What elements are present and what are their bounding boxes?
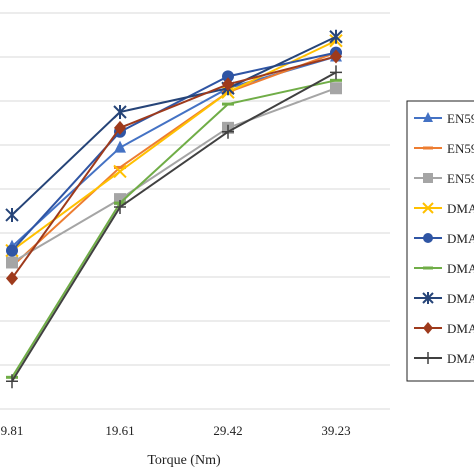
series-1 [6,49,342,252]
legend-swatch-marker-8 [423,322,433,334]
x-tick-label-2: 19.61 [105,423,134,438]
series-1-point-2 [114,140,126,153]
series-3 [6,82,342,269]
legend-swatch-marker-7 [422,292,434,304]
legend-label-9: DMA [447,351,474,366]
series-7-line [11,35,337,216]
x-tick-label-1: 9.81 [1,423,24,438]
series-5-point-3 [222,70,234,83]
legend-item-7: DMA [414,291,474,306]
series-2-point-2 [114,165,126,169]
x-tick-labels: 9.81 19.61 29.42 39.23 [1,423,351,438]
legend-label-7: DMA [447,291,474,306]
series-9-line [11,71,337,382]
legend-swatch-marker-1 [423,112,433,122]
legend-label-8: DMA [447,321,474,336]
series-9-point-4 [330,65,342,80]
series-6-point-4 [330,78,342,82]
series-9-point-1 [6,374,18,389]
legend-label-4: DMA [447,201,474,216]
legend-label-1: EN59 [447,111,474,126]
legend-items: EN59 EN59 EN59 DMA DMA DMA DMA DMA DMA [414,111,474,366]
legend-swatch-marker-2 [423,146,433,150]
legend-label-2: EN59 [447,141,474,156]
series-8-point-3 [222,77,234,92]
series-6-point-3 [222,102,234,106]
legend-swatch-marker-6 [423,266,433,270]
x-tick-label-3: 29.42 [213,423,242,438]
series-5-point-1 [6,244,18,257]
legend-swatch-marker-9 [423,352,433,364]
series-2-line [11,51,337,268]
legend-label-5: DMA [447,231,474,246]
legend-swatch-marker-3 [423,173,433,183]
legend-label-6: DMA [447,261,474,276]
legend-item-6: DMA [414,261,474,276]
gridlines [0,12,390,410]
series-8 [6,49,342,286]
legend-swatch-marker-4 [422,202,434,214]
series-3-point-1 [6,256,18,269]
legend-item-8: DMA [414,321,474,336]
legend-label-3: EN59 [447,171,474,186]
legend-item-4: DMA [414,201,474,216]
series-4-line [11,39,337,252]
series-5-line [11,51,337,252]
x-tick-label-4: 39.23 [321,423,350,438]
series-8-point-2 [114,120,126,135]
series-1-line [11,55,337,248]
x-axis-title: Torque (Nm) [147,453,221,468]
series-7-point-2 [113,105,127,119]
series-8-point-4 [330,49,342,64]
series-7-point-1 [5,207,19,222]
series-3-point-4 [330,82,342,95]
legend-item-5: DMA [414,231,474,246]
legend-item-9: DMA [414,351,474,366]
series-8-line [11,55,337,279]
series-group [5,29,343,389]
series-7-point-4 [329,29,343,44]
legend-item-2: EN59 [414,141,474,156]
series-9-point-2 [114,200,126,215]
series-6 [6,78,342,379]
series-6-line [11,79,337,378]
series-3-line [11,87,337,264]
legend-item-1: EN59 [414,111,474,126]
series-8-point-1 [6,271,18,286]
legend-swatch-marker-5 [423,233,433,243]
series-9-point-3 [222,124,234,139]
series-7 [5,29,343,222]
series-9 [6,65,342,389]
legend-item-3: EN59 [414,171,474,186]
series-4-point-2 [113,164,127,179]
legend: EN59 EN59 EN59 DMA DMA DMA DMA DMA DMA [406,100,474,382]
